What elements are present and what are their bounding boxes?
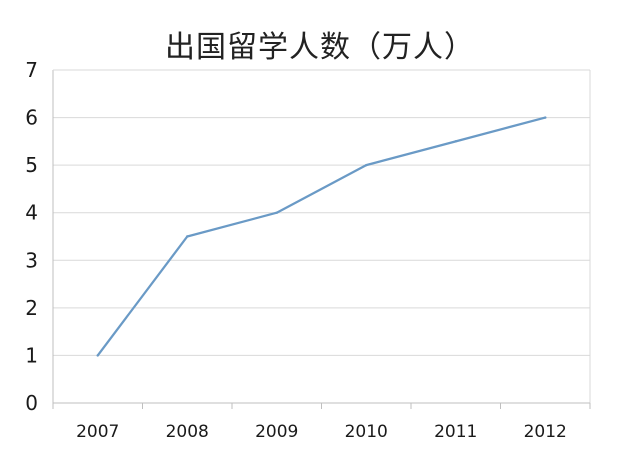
y-tick-label: 3 xyxy=(25,248,38,272)
data-point xyxy=(365,163,368,167)
data-point xyxy=(275,211,278,214)
data-point xyxy=(544,116,547,119)
x-tick-label: 2008 xyxy=(166,422,209,442)
x-tick-label: 2012 xyxy=(524,422,567,442)
x-tick-label: 2010 xyxy=(345,422,388,442)
x-tick-label: 2009 xyxy=(255,422,298,442)
y-tick-label: 4 xyxy=(25,201,38,225)
chart-title: 出国留学人数（万人） xyxy=(165,30,475,65)
y-tick-label: 6 xyxy=(25,106,38,130)
data-series xyxy=(96,116,547,357)
x-tick-label: 2007 xyxy=(76,422,119,442)
x-axis-tick-labels: 2007 2008 2009 2010 2011 2012 xyxy=(76,422,567,442)
y-tick-label: 2 xyxy=(25,296,38,320)
y-tick-label: 5 xyxy=(25,153,38,177)
y-axis-tick-labels: 0 1 2 3 4 5 6 7 xyxy=(25,58,38,415)
data-point xyxy=(186,235,189,238)
y-tick-label: 1 xyxy=(25,343,38,367)
gridlines xyxy=(53,69,590,356)
axes xyxy=(52,69,591,409)
data-point xyxy=(96,354,99,357)
data-point xyxy=(454,140,457,143)
series-line xyxy=(96,116,547,357)
y-tick-label: 7 xyxy=(25,58,38,82)
y-tick-label: 0 xyxy=(25,391,38,415)
x-tick-label: 2011 xyxy=(434,422,477,442)
